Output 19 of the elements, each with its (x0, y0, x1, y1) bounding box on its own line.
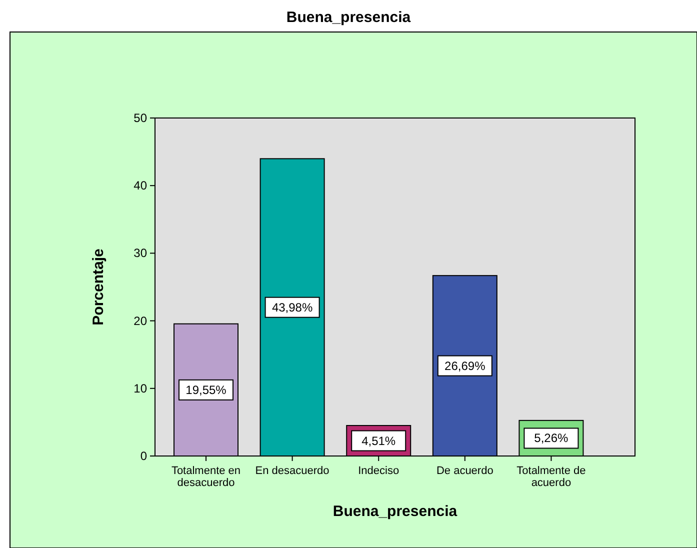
data-label: 4,51% (362, 434, 396, 448)
x-tick-label: Totalmente de acuerdo (516, 465, 586, 489)
data-label: 5,26% (534, 431, 569, 446)
x-tick-label: En desacuerdo (255, 465, 330, 477)
data-label: 43,98% (272, 300, 313, 314)
data-label: 19,55% (186, 382, 227, 397)
chart-title: Buena_presencia (286, 9, 412, 26)
data-label: 26,69% (444, 358, 486, 373)
y-tick-label: 50 (134, 111, 148, 125)
x-tick-label: De acuerdo (436, 465, 494, 477)
y-tick-label: 10 (134, 381, 148, 396)
x-tick-label: Totalmente en desacuerdo (171, 465, 241, 489)
y-axis-title: Porcentaje (90, 248, 107, 326)
y-tick-label: 20 (134, 314, 148, 328)
y-tick-label: 0 (140, 449, 148, 463)
x-axis-title: Buena_presencia (332, 503, 458, 520)
y-tick-label: 40 (134, 178, 148, 193)
y-tick-label: 30 (134, 246, 148, 260)
x-tick-label: Indeciso (358, 465, 400, 477)
